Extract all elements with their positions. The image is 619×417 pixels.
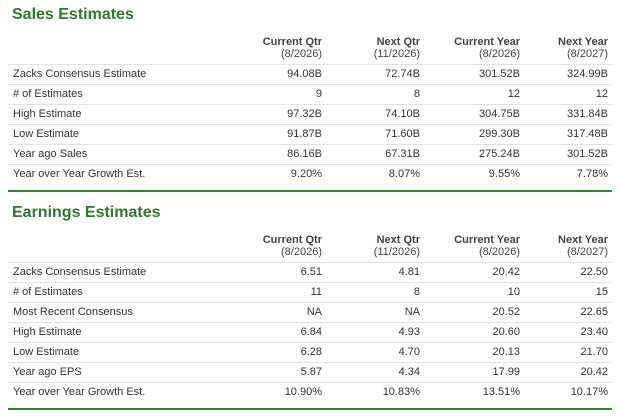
cell-value: 12 <box>524 84 612 105</box>
table-row: High Estimate 6.84 4.93 20.60 23.40 <box>8 322 612 343</box>
cell-value: 317.48B <box>524 124 612 145</box>
table-row: Most Recent Consensus NA NA 20.52 22.65 <box>8 302 612 323</box>
cell-value: 7.78% <box>524 164 612 184</box>
row-label: Zacks Consensus Estimate <box>8 262 226 283</box>
cell-value: 275.24B <box>424 144 524 165</box>
table-row: # of Estimates 11 8 10 15 <box>8 282 612 303</box>
cell-value: 20.60 <box>424 322 524 343</box>
header-blank <box>8 28 226 60</box>
cell-value: 20.52 <box>424 302 524 323</box>
cell-value: 8 <box>326 282 424 303</box>
row-label: Most Recent Consensus <box>8 302 226 323</box>
cell-value: 23.40 <box>524 322 612 343</box>
earnings-estimates-panel: Earnings Estimates Current Qtr (8/2026) N… <box>8 198 612 410</box>
cell-value: 10.90% <box>226 382 326 402</box>
row-label: # of Estimates <box>8 84 226 105</box>
column-header: Next Year (8/2027) <box>558 36 608 60</box>
row-label: Year ago Sales <box>8 144 226 165</box>
cell-value: 4.93 <box>326 322 424 343</box>
table-header-row: Current Qtr (8/2026) Next Qtr (11/2026) Cu… <box>8 28 612 60</box>
table-row: # of Estimates 9 8 12 12 <box>8 84 612 105</box>
cell-value: 9.20% <box>226 164 326 184</box>
cell-value: 8.07% <box>326 164 424 184</box>
cell-value: 13.51% <box>424 382 524 402</box>
row-label: Low Estimate <box>8 342 226 363</box>
cell-value: NA <box>226 302 326 323</box>
column-header: Next Year (8/2027) <box>558 234 608 258</box>
cell-value: 6.28 <box>226 342 326 363</box>
cell-value: 97.32B <box>226 104 326 125</box>
cell-value: 17.99 <box>424 362 524 383</box>
row-label: Low Estimate <box>8 124 226 145</box>
row-label: Zacks Consensus Estimate <box>8 64 226 85</box>
table-row: Zacks Consensus Estimate 94.08B 72.74B 3… <box>8 64 612 85</box>
row-label: High Estimate <box>8 104 226 125</box>
table-row: Year ago Sales 86.16B 67.31B 275.24B 301… <box>8 144 612 165</box>
sales-estimates-title: Sales Estimates <box>12 6 134 23</box>
cell-value: 12 <box>424 84 524 105</box>
cell-value: 8 <box>326 84 424 105</box>
cell-value: 91.87B <box>226 124 326 145</box>
table-row: High Estimate 97.32B 74.10B 304.75B 331.… <box>8 104 612 125</box>
earnings-estimates-table: Current Qtr (8/2026) Next Qtr (11/2026) Cu… <box>8 226 612 402</box>
earnings-estimates-title: Earnings Estimates <box>12 204 161 221</box>
column-header: Current Year (8/2026) <box>454 36 520 60</box>
cell-value: 9.55% <box>424 164 524 184</box>
cell-value: 20.42 <box>424 262 524 283</box>
cell-value: 74.10B <box>326 104 424 125</box>
column-header: Current Qtr (8/2026) <box>262 36 322 60</box>
row-label: # of Estimates <box>8 282 226 303</box>
cell-value: 10 <box>424 282 524 303</box>
cell-value: 4.34 <box>326 362 424 383</box>
cell-value: NA <box>326 302 424 323</box>
cell-value: 4.81 <box>326 262 424 283</box>
row-label: High Estimate <box>8 322 226 343</box>
cell-value: 20.13 <box>424 342 524 363</box>
cell-value: 301.52B <box>524 144 612 165</box>
cell-value: 86.16B <box>226 144 326 165</box>
cell-value: 9 <box>226 84 326 105</box>
cell-value: 21.70 <box>524 342 612 363</box>
sales-estimates-table: Current Qtr (8/2026) Next Qtr (11/2026) Cu… <box>8 28 612 184</box>
cell-value: 22.50 <box>524 262 612 283</box>
row-label: Year ago EPS <box>8 362 226 383</box>
row-label: Year over Year Growth Est. <box>8 164 226 184</box>
cell-value: 304.75B <box>424 104 524 125</box>
cell-value: 94.08B <box>226 64 326 85</box>
cell-value: 71.60B <box>326 124 424 145</box>
table-row: Year ago EPS 5.87 4.34 17.99 20.42 <box>8 362 612 383</box>
header-blank <box>8 226 226 258</box>
cell-value: 6.84 <box>226 322 326 343</box>
cell-value: 299.30B <box>424 124 524 145</box>
row-label: Year over Year Growth Est. <box>8 382 226 402</box>
cell-value: 331.84B <box>524 104 612 125</box>
cell-value: 11 <box>226 282 326 303</box>
cell-value: 15 <box>524 282 612 303</box>
cell-value: 4.70 <box>326 342 424 363</box>
table-row: Low Estimate 91.87B 71.60B 299.30B 317.4… <box>8 124 612 145</box>
table-row: Year over Year Growth Est. 10.90% 10.83%… <box>8 382 612 402</box>
column-header: Current Qtr (8/2026) <box>262 234 322 258</box>
cell-value: 22.65 <box>524 302 612 323</box>
cell-value: 10.83% <box>326 382 424 402</box>
table-row: Year over Year Growth Est. 9.20% 8.07% 9… <box>8 164 612 184</box>
cell-value: 10.17% <box>524 382 612 402</box>
cell-value: 6.51 <box>226 262 326 283</box>
cell-value: 5.87 <box>226 362 326 383</box>
panel-divider <box>8 190 612 192</box>
table-row: Zacks Consensus Estimate 6.51 4.81 20.42… <box>8 262 612 283</box>
cell-value: 301.52B <box>424 64 524 85</box>
sales-estimates-panel: Sales Estimates Current Qtr (8/2026) Next… <box>8 0 612 192</box>
cell-value: 20.42 <box>524 362 612 383</box>
column-header: Next Qtr (11/2026) <box>373 234 420 258</box>
cell-value: 72.74B <box>326 64 424 85</box>
table-row: Low Estimate 6.28 4.70 20.13 21.70 <box>8 342 612 363</box>
table-header-row: Current Qtr (8/2026) Next Qtr (11/2026) Cu… <box>8 226 612 258</box>
cell-value: 324.99B <box>524 64 612 85</box>
column-header: Next Qtr (11/2026) <box>373 36 420 60</box>
column-header: Current Year (8/2026) <box>454 234 520 258</box>
panel-divider <box>8 408 612 410</box>
cell-value: 67.31B <box>326 144 424 165</box>
